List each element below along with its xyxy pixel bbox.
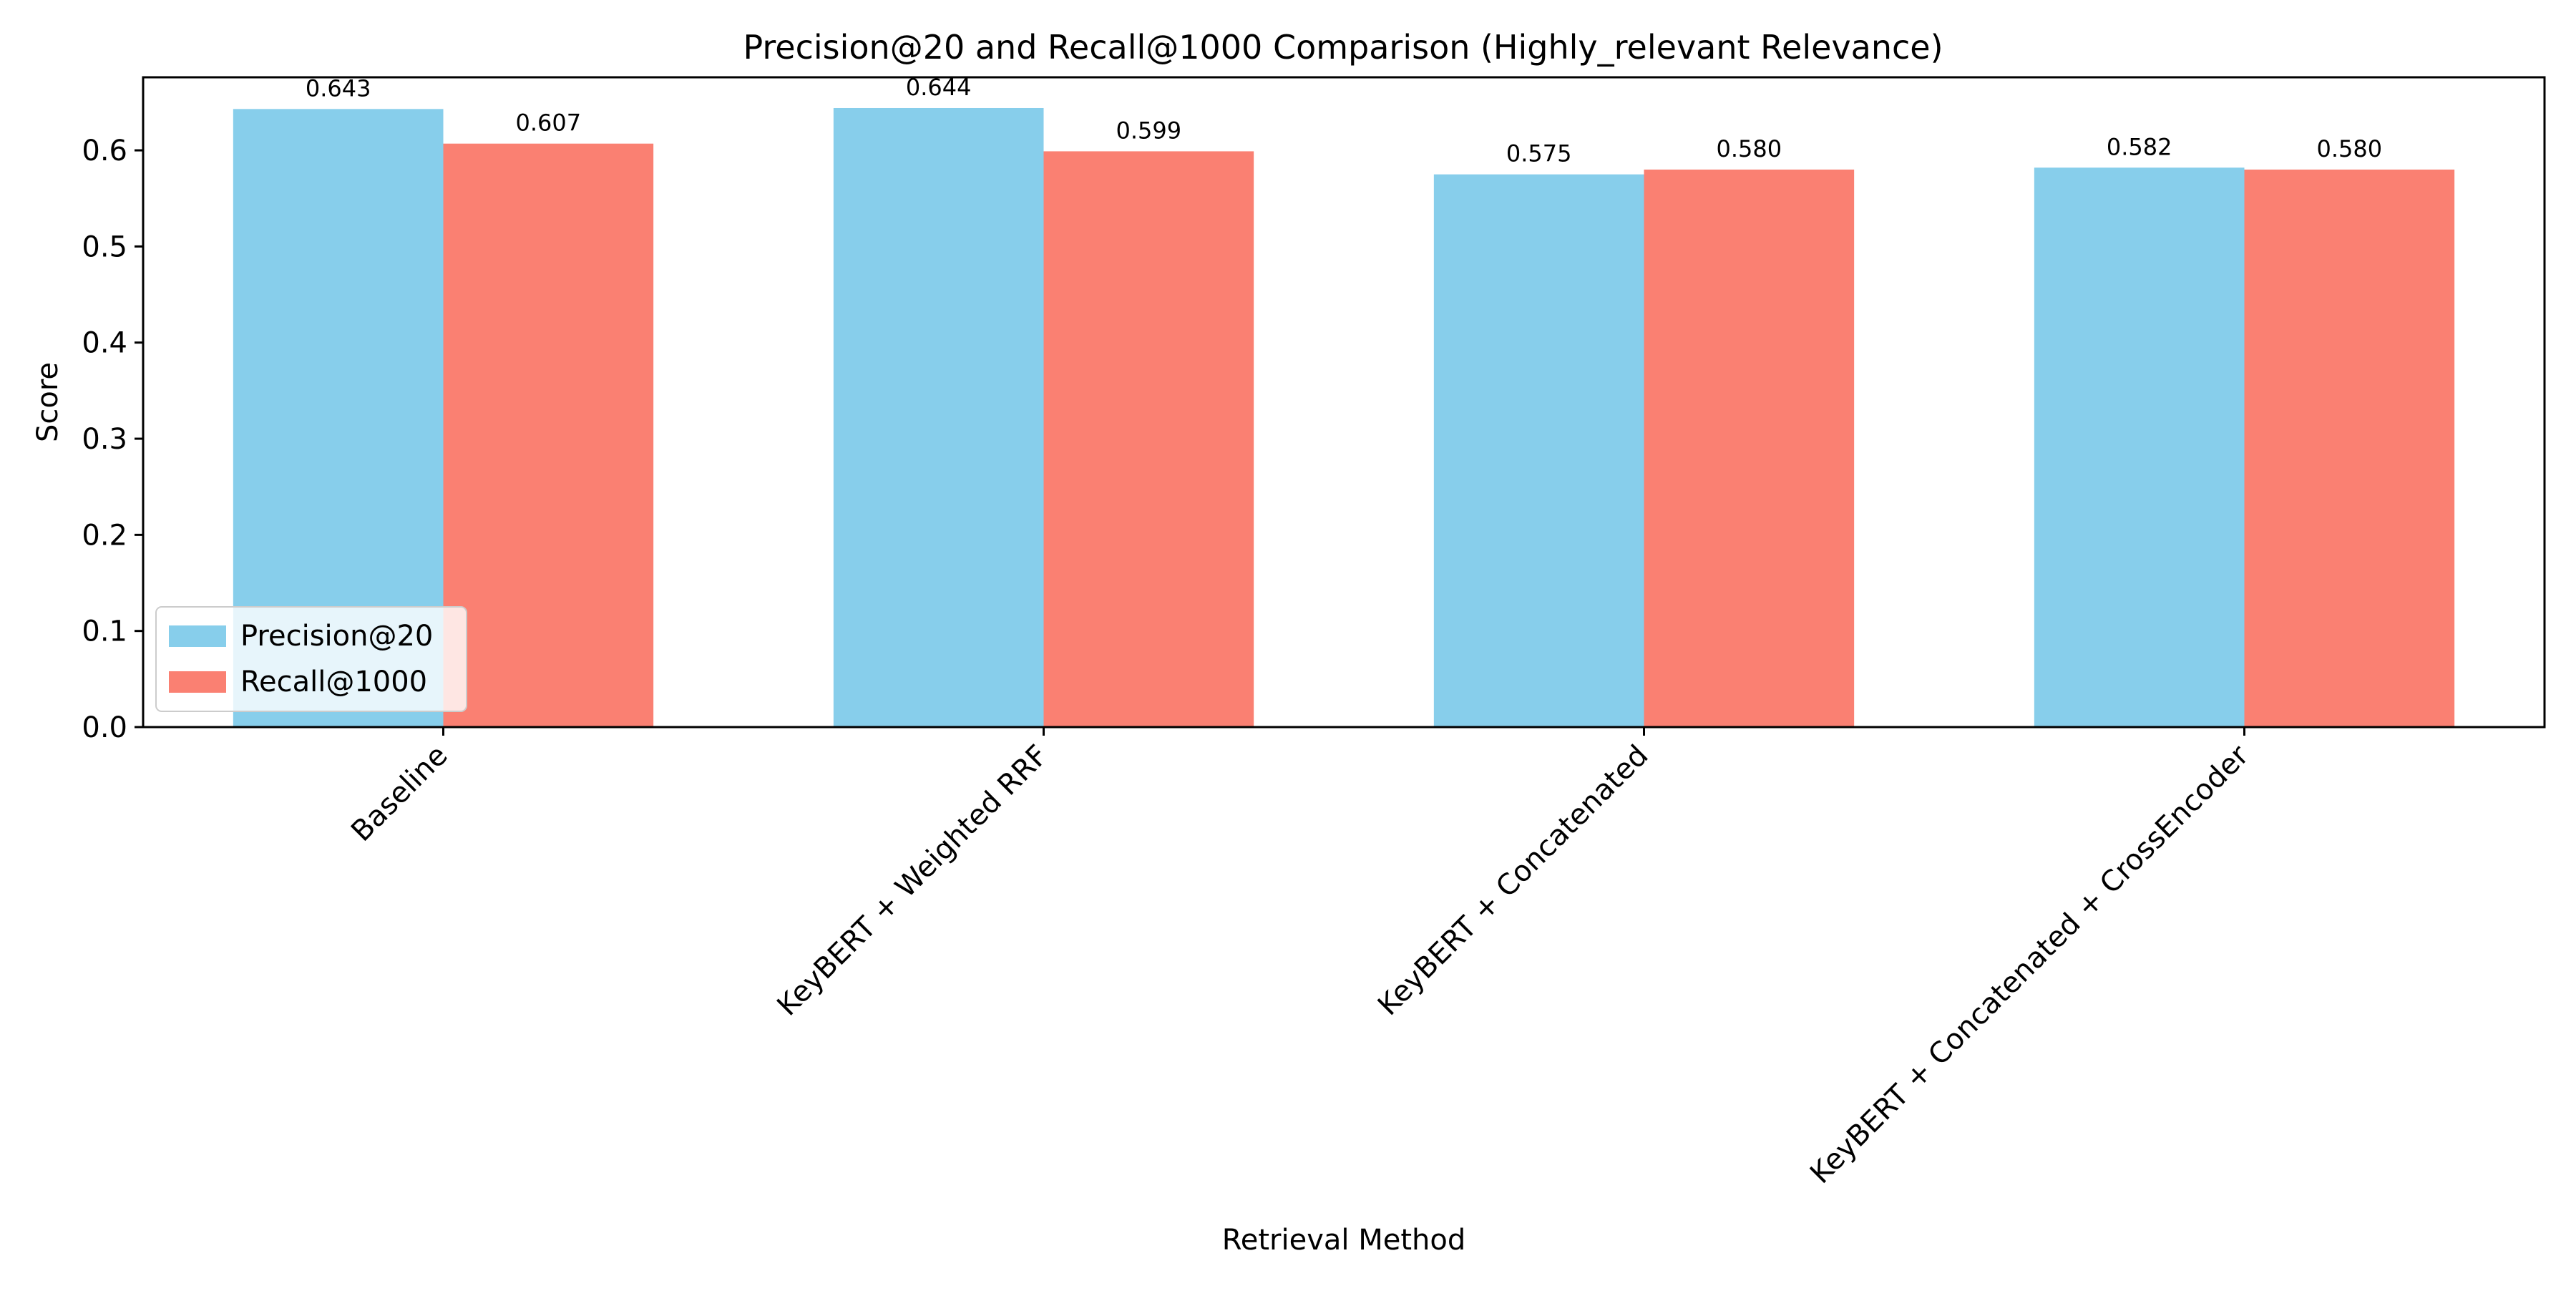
y-tick-label: 0.2 (82, 519, 127, 552)
data-label: 0.580 (2317, 135, 2383, 162)
bar (1644, 169, 1855, 727)
chart-title: Precision@20 and Recall@1000 Comparison … (743, 28, 1943, 67)
data-label: 0.643 (306, 74, 371, 102)
y-axis: 0.0 0.1 0.2 0.3 0.4 0.5 0.6 (82, 135, 143, 744)
bar (1433, 174, 1644, 727)
x-tick-label: KeyBERT + Concatenated (1372, 739, 1655, 1023)
data-label: 0.582 (2107, 133, 2172, 160)
y-tick-label: 0.6 (82, 135, 127, 167)
legend: Precision@20 Recall@1000 (155, 606, 467, 712)
x-tick-label: KeyBERT + Weighted RRF (771, 739, 1054, 1023)
series-recall-1000: 0.607 0.599 0.580 0.580 (443, 109, 2455, 728)
bar (443, 143, 654, 727)
legend-label: Precision@20 (240, 620, 433, 653)
x-tick-label: Baseline (345, 739, 454, 848)
y-axis-title: Score (31, 362, 64, 442)
x-tick-label: KeyBERT + Concatenated + CrossEncoder (1804, 739, 2255, 1190)
y-tick-label: 0.5 (82, 230, 127, 263)
x-axis-title: Retrieval Method (1222, 1224, 1466, 1257)
bar (1043, 151, 1254, 728)
data-label: 0.575 (1506, 140, 1572, 167)
bar (2244, 169, 2455, 727)
data-label: 0.607 (516, 109, 582, 137)
bar (2034, 167, 2245, 727)
data-label: 0.580 (1717, 135, 1782, 162)
x-axis: Baseline KeyBERT + Weighted RRF KeyBERT + … (345, 727, 2255, 1190)
y-tick-label: 0.3 (82, 423, 127, 456)
y-tick-label: 0.0 (82, 711, 127, 744)
legend-label: Recall@1000 (240, 666, 427, 698)
y-tick-label: 0.1 (82, 615, 127, 648)
y-tick-label: 0.4 (82, 327, 127, 360)
plot-frame (142, 76, 2546, 729)
data-label: 0.599 (1116, 117, 1182, 144)
legend-swatch (169, 625, 226, 647)
legend-box (155, 606, 467, 712)
legend-swatch (169, 671, 226, 693)
bar (833, 107, 1044, 728)
